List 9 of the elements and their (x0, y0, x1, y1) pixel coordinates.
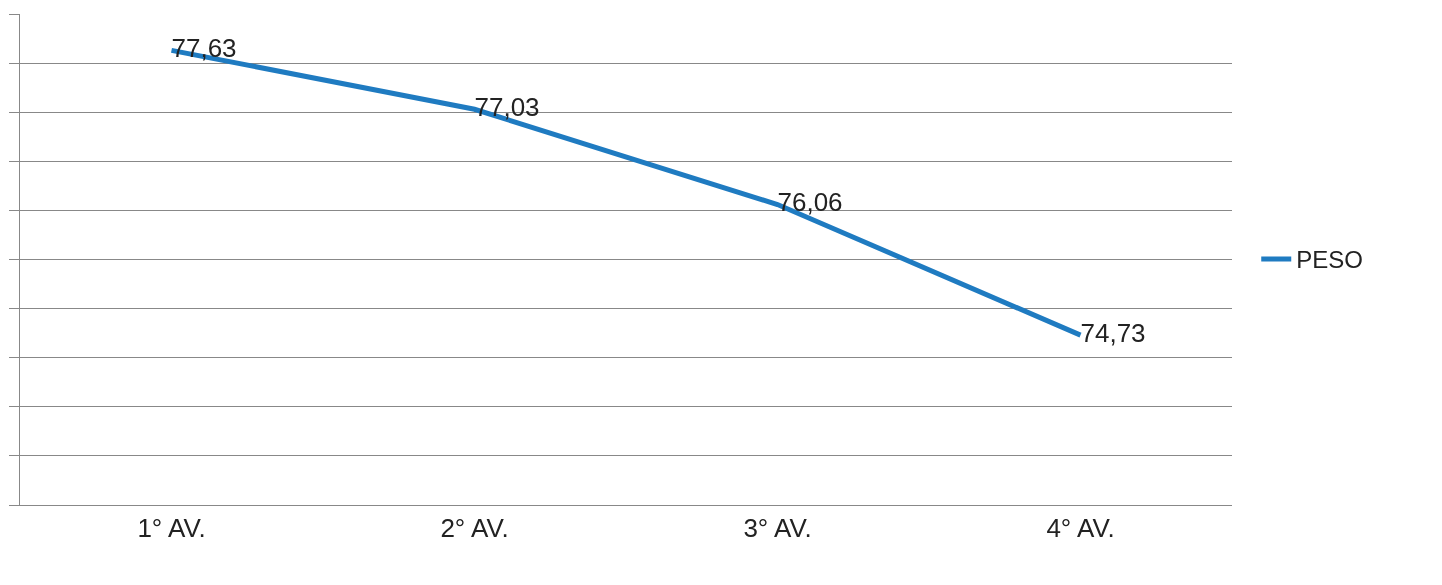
x-tick-label: 2° AV. (440, 513, 509, 544)
data-label: 77,63 (171, 32, 237, 63)
data-label: 77,03 (474, 91, 540, 122)
data-label: 76,06 (777, 187, 843, 218)
x-tick-label: 3° AV. (743, 513, 812, 544)
legend-label: PESO (1296, 246, 1363, 274)
x-tick-label: 4° AV. (1046, 513, 1115, 544)
data-label: 74,73 (1080, 317, 1146, 348)
x-tick-label: 1° AV. (137, 513, 206, 544)
